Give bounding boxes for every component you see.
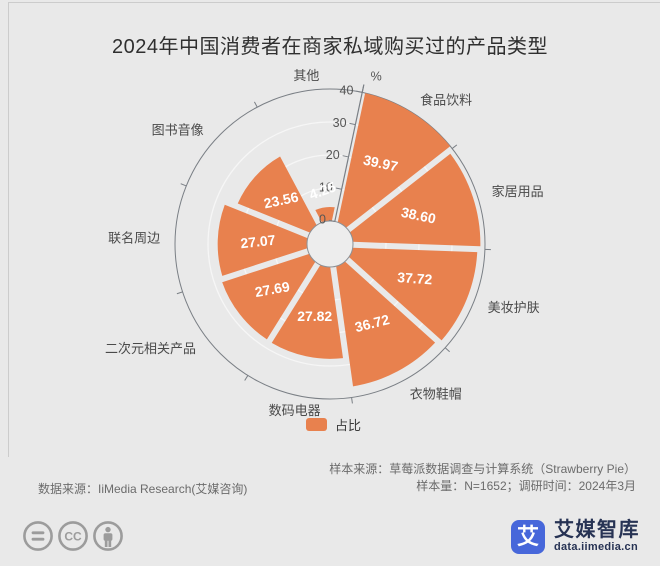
angle-axis-tick	[451, 144, 458, 149]
category-label: 二次元相关产品	[105, 341, 196, 356]
sample-size-text: 样本量：N=1652；调研时间：2024年3月	[416, 479, 636, 493]
category-label: 食品饮料	[420, 92, 472, 107]
radius-axis-tick	[328, 219, 335, 222]
chart-slice	[237, 156, 317, 233]
angle-axis-tick	[180, 183, 187, 187]
radius-tick-label: 30	[333, 116, 347, 130]
sample-info-block: 样本来源：草莓派数据调查与计算系统（Strawberry Pie） 样本量：N=…	[329, 461, 636, 495]
radius-axis-tick	[342, 155, 349, 158]
chart-title: 2024年中国消费者在商家私域购买过的产品类型	[112, 36, 548, 58]
angle-axis-tick	[176, 291, 183, 295]
chart-slice	[217, 204, 308, 276]
angle-axis-tick	[244, 375, 249, 381]
value-label: 37.72	[397, 269, 433, 287]
chart-slice	[315, 206, 335, 223]
frame-left-border	[8, 2, 9, 457]
value-label: 27.69	[254, 278, 291, 300]
iimedia-logo-icon: 艾	[511, 520, 545, 554]
svg-text:CC: CC	[64, 530, 82, 544]
license-icons: CC	[23, 521, 123, 551]
chart-slice	[336, 261, 436, 387]
radius-axis-tick	[335, 187, 342, 190]
iimedia-brand[interactable]: 艾 艾媒智库 data.iimedia.cn	[511, 520, 640, 554]
value-label: 27.82	[297, 308, 332, 324]
value-label: 39.97	[362, 152, 400, 175]
category-label: 美妆护肤	[488, 300, 540, 315]
category-label: 数码电器	[269, 403, 321, 418]
value-label: 27.07	[240, 232, 277, 252]
chart-slice	[349, 153, 481, 247]
value-label: 4.25	[307, 178, 338, 202]
cc-icon[interactable]: CC	[58, 521, 88, 551]
category-label: 其他	[293, 68, 319, 83]
category-label: 图书音像	[152, 123, 204, 138]
category-label: 衣物鞋帽	[410, 387, 462, 402]
legend-label: 占比	[335, 418, 362, 433]
frame-top-border	[8, 2, 660, 3]
angle-axis-tick	[444, 347, 450, 353]
radius-axis-tick	[349, 122, 356, 126]
radius-tick-label: 20	[326, 148, 340, 162]
value-label: 38.60	[400, 204, 438, 227]
radius-axis-tick	[356, 90, 363, 93]
chart-slice	[222, 253, 316, 340]
radius-tick-label: 40	[340, 84, 354, 98]
data-source-text: 数据来源：IiMedia Research(艾媒咨询)	[38, 482, 248, 496]
category-label: 联名周边	[108, 231, 160, 246]
radius-axis-unit: %	[371, 70, 382, 84]
chart-slice	[337, 93, 451, 228]
radius-tick-label: 0	[319, 213, 326, 227]
person-icon[interactable]	[93, 521, 123, 551]
category-label: 家居用品	[492, 184, 544, 199]
brand-name: 艾媒智库	[554, 519, 640, 541]
legend-item-proportion[interactable]: 占比	[306, 415, 361, 434]
equals-icon[interactable]	[23, 521, 53, 551]
chart-slice	[348, 247, 478, 341]
angle-axis-tick	[253, 101, 258, 108]
radius-axis-line	[334, 84, 365, 222]
angle-axis-circle	[174, 88, 486, 400]
radius-tick-label: 10	[319, 180, 333, 194]
value-label: 23.56	[262, 188, 300, 211]
legend-swatch	[306, 418, 327, 431]
center-hole	[306, 220, 354, 268]
sample-source-text: 样本来源：草莓派数据调查与计算系统（Strawberry Pie）	[329, 462, 636, 476]
brand-site-url: data.iimedia.cn	[554, 541, 638, 553]
angle-axis-tick	[351, 397, 353, 404]
chart-slice	[271, 264, 343, 359]
